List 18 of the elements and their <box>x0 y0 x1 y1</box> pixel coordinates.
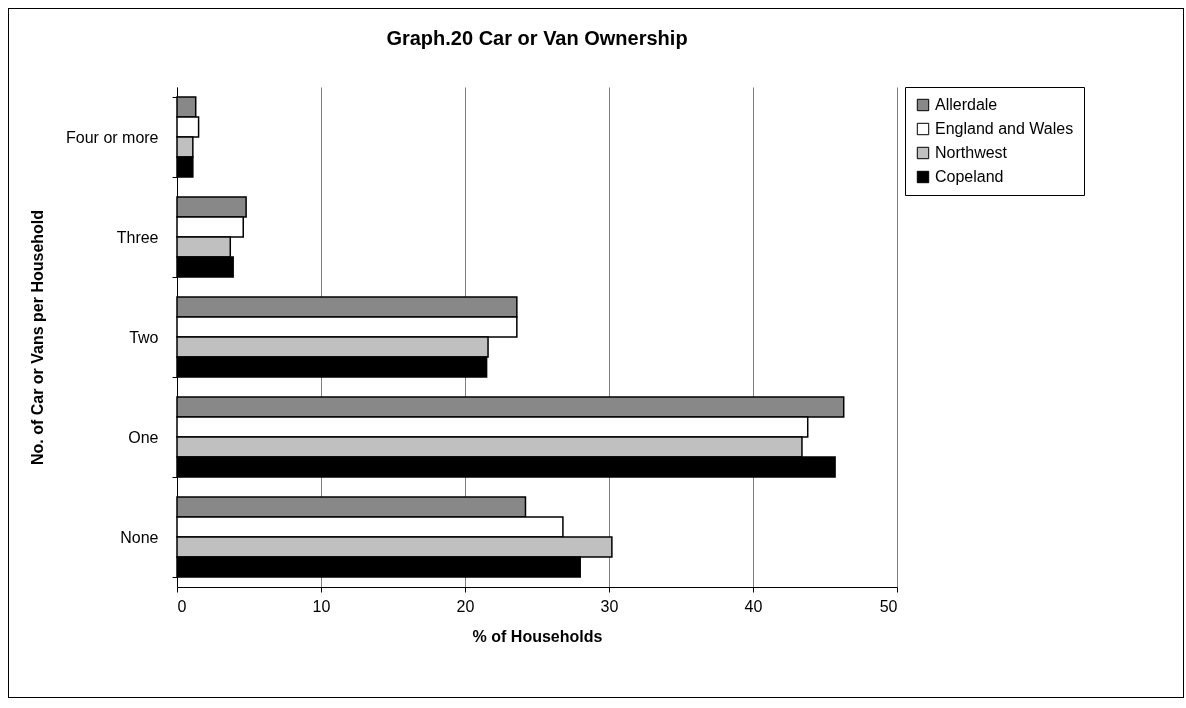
x-axis-title: % of Households <box>472 627 603 645</box>
x-tick-label: 50 <box>879 597 898 615</box>
chart-title: Graph.20 Car or Van Ownership <box>386 27 688 49</box>
x-tick-label: 20 <box>456 597 475 615</box>
legend-label: Allerdale <box>935 96 998 113</box>
x-tick-label: 30 <box>600 597 619 615</box>
x-tick-label: 40 <box>744 597 763 615</box>
y-tick-label: Two <box>129 328 159 346</box>
y-axis-title: No. of Car or Vans per Household <box>29 209 47 466</box>
legend-label: Northwest <box>935 144 1008 161</box>
y-tick-label: One <box>128 428 159 446</box>
x-tick-label: 10 <box>312 597 331 615</box>
y-tick-label: Three <box>116 228 159 246</box>
y-tick-label: None <box>120 528 159 546</box>
y-tick-label: Four or more <box>66 128 159 146</box>
legend-label: England and Wales <box>935 120 1074 137</box>
x-tick-label: 0 <box>177 597 187 615</box>
legend-label: Copeland <box>935 168 1004 185</box>
